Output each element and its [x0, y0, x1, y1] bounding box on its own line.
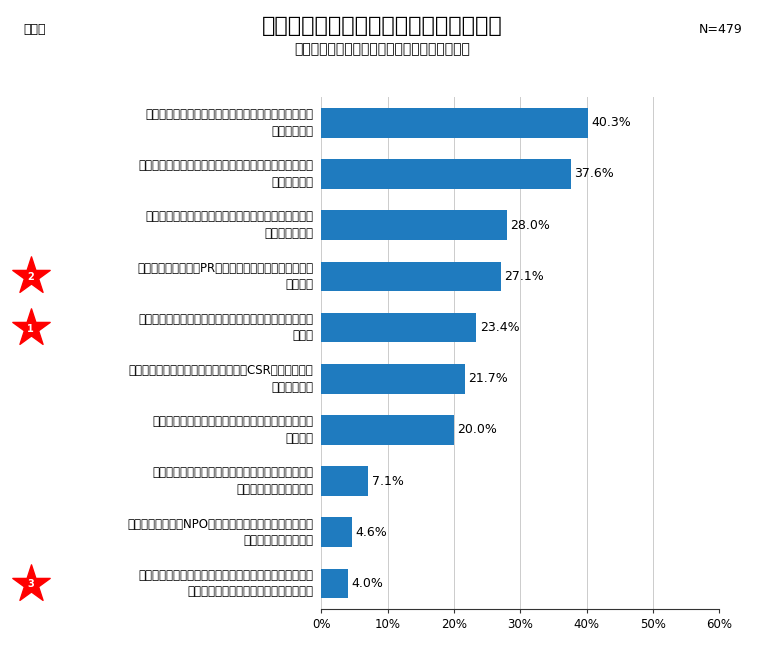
- Bar: [321, 159, 571, 189]
- Text: 3: 3: [28, 579, 34, 590]
- Text: 1: 1: [28, 323, 34, 334]
- Bar: [321, 415, 454, 445]
- Text: 23.4%: 23.4%: [480, 321, 519, 334]
- Text: 口コミで拡散するようなバイラルムービー・動画を
広報活動に活用している: 口コミで拡散するようなバイラルムービー・動画を 広報活動に活用している: [153, 467, 314, 496]
- Text: トップのプレゼンテーション力・表現力を強化するため
のトレーニングを定期的に実施している: トップのプレゼンテーション力・表現力を強化するため のトレーニングを定期的に実施…: [138, 569, 314, 598]
- Bar: [321, 108, 588, 137]
- Bar: [321, 313, 477, 342]
- Text: 4.0%: 4.0%: [351, 577, 383, 590]
- Text: （情報創造力の１０設問から主要設問を抜粋）: （情報創造力の１０設問から主要設問を抜粋）: [295, 42, 470, 56]
- Text: 40.3%: 40.3%: [592, 116, 632, 130]
- Point: [24, 322, 37, 333]
- Point: [24, 271, 37, 281]
- Text: 図表２: 図表２: [23, 23, 45, 36]
- Text: N=479: N=479: [698, 23, 742, 36]
- Bar: [321, 467, 369, 496]
- Bar: [321, 569, 348, 598]
- Text: 28.0%: 28.0%: [510, 218, 550, 232]
- Bar: [321, 364, 465, 393]
- Text: 20.0%: 20.0%: [457, 423, 497, 437]
- Text: 広報的視点を重視した、事業活動や、CSR活動を企画・
実施している: 広報的視点を重視した、事業活動や、CSR活動を企画・ 実施している: [129, 364, 314, 393]
- Text: 37.6%: 37.6%: [574, 167, 614, 181]
- Text: デジタルの特性に合わせた広報素材・情報づくりを
している: デジタルの特性に合わせた広報素材・情報づくりを している: [153, 415, 314, 445]
- Point: [24, 579, 37, 588]
- Text: 広報戦略に沿った、PRメッセージ・ストーリーを策定
している: 広報戦略に沿った、PRメッセージ・ストーリーを策定 している: [138, 262, 314, 291]
- Text: 4.6%: 4.6%: [355, 526, 387, 539]
- Text: 21.7%: 21.7%: [468, 372, 508, 386]
- Bar: [321, 518, 352, 547]
- Text: 27.1%: 27.1%: [504, 270, 544, 283]
- Bar: [321, 262, 501, 291]
- Text: 自社だけでなく、NPOや調査機関と連携し、広報素材・
情報づくりをしている: 自社だけでなく、NPOや調査機関と連携し、広報素材・ 情報づくりをしている: [128, 518, 314, 547]
- Text: 自社や自社商品・サービスについて、報道向け資料を
整備している: 自社や自社商品・サービスについて、報道向け資料を 整備している: [145, 108, 314, 137]
- Text: 7.1%: 7.1%: [372, 474, 404, 488]
- Text: 2: 2: [28, 272, 34, 283]
- Text: 情報創造力に関する企業の広報活動実態: 情報創造力に関する企業の広報活動実態: [262, 16, 503, 36]
- Bar: [321, 211, 507, 240]
- Text: 広報戦略に沿った、広報素材（データ、ファクト等）を
準備している: 広報戦略に沿った、広報素材（データ、ファクト等）を 準備している: [138, 159, 314, 189]
- Text: ビジュアルやグラフィックなどを駆使した広報ツール
を作成している: ビジュアルやグラフィックなどを駆使した広報ツール を作成している: [145, 211, 314, 240]
- Text: トップのメッセージを専門的に作成する社内・外の体制
がある: トップのメッセージを専門的に作成する社内・外の体制 がある: [138, 313, 314, 342]
